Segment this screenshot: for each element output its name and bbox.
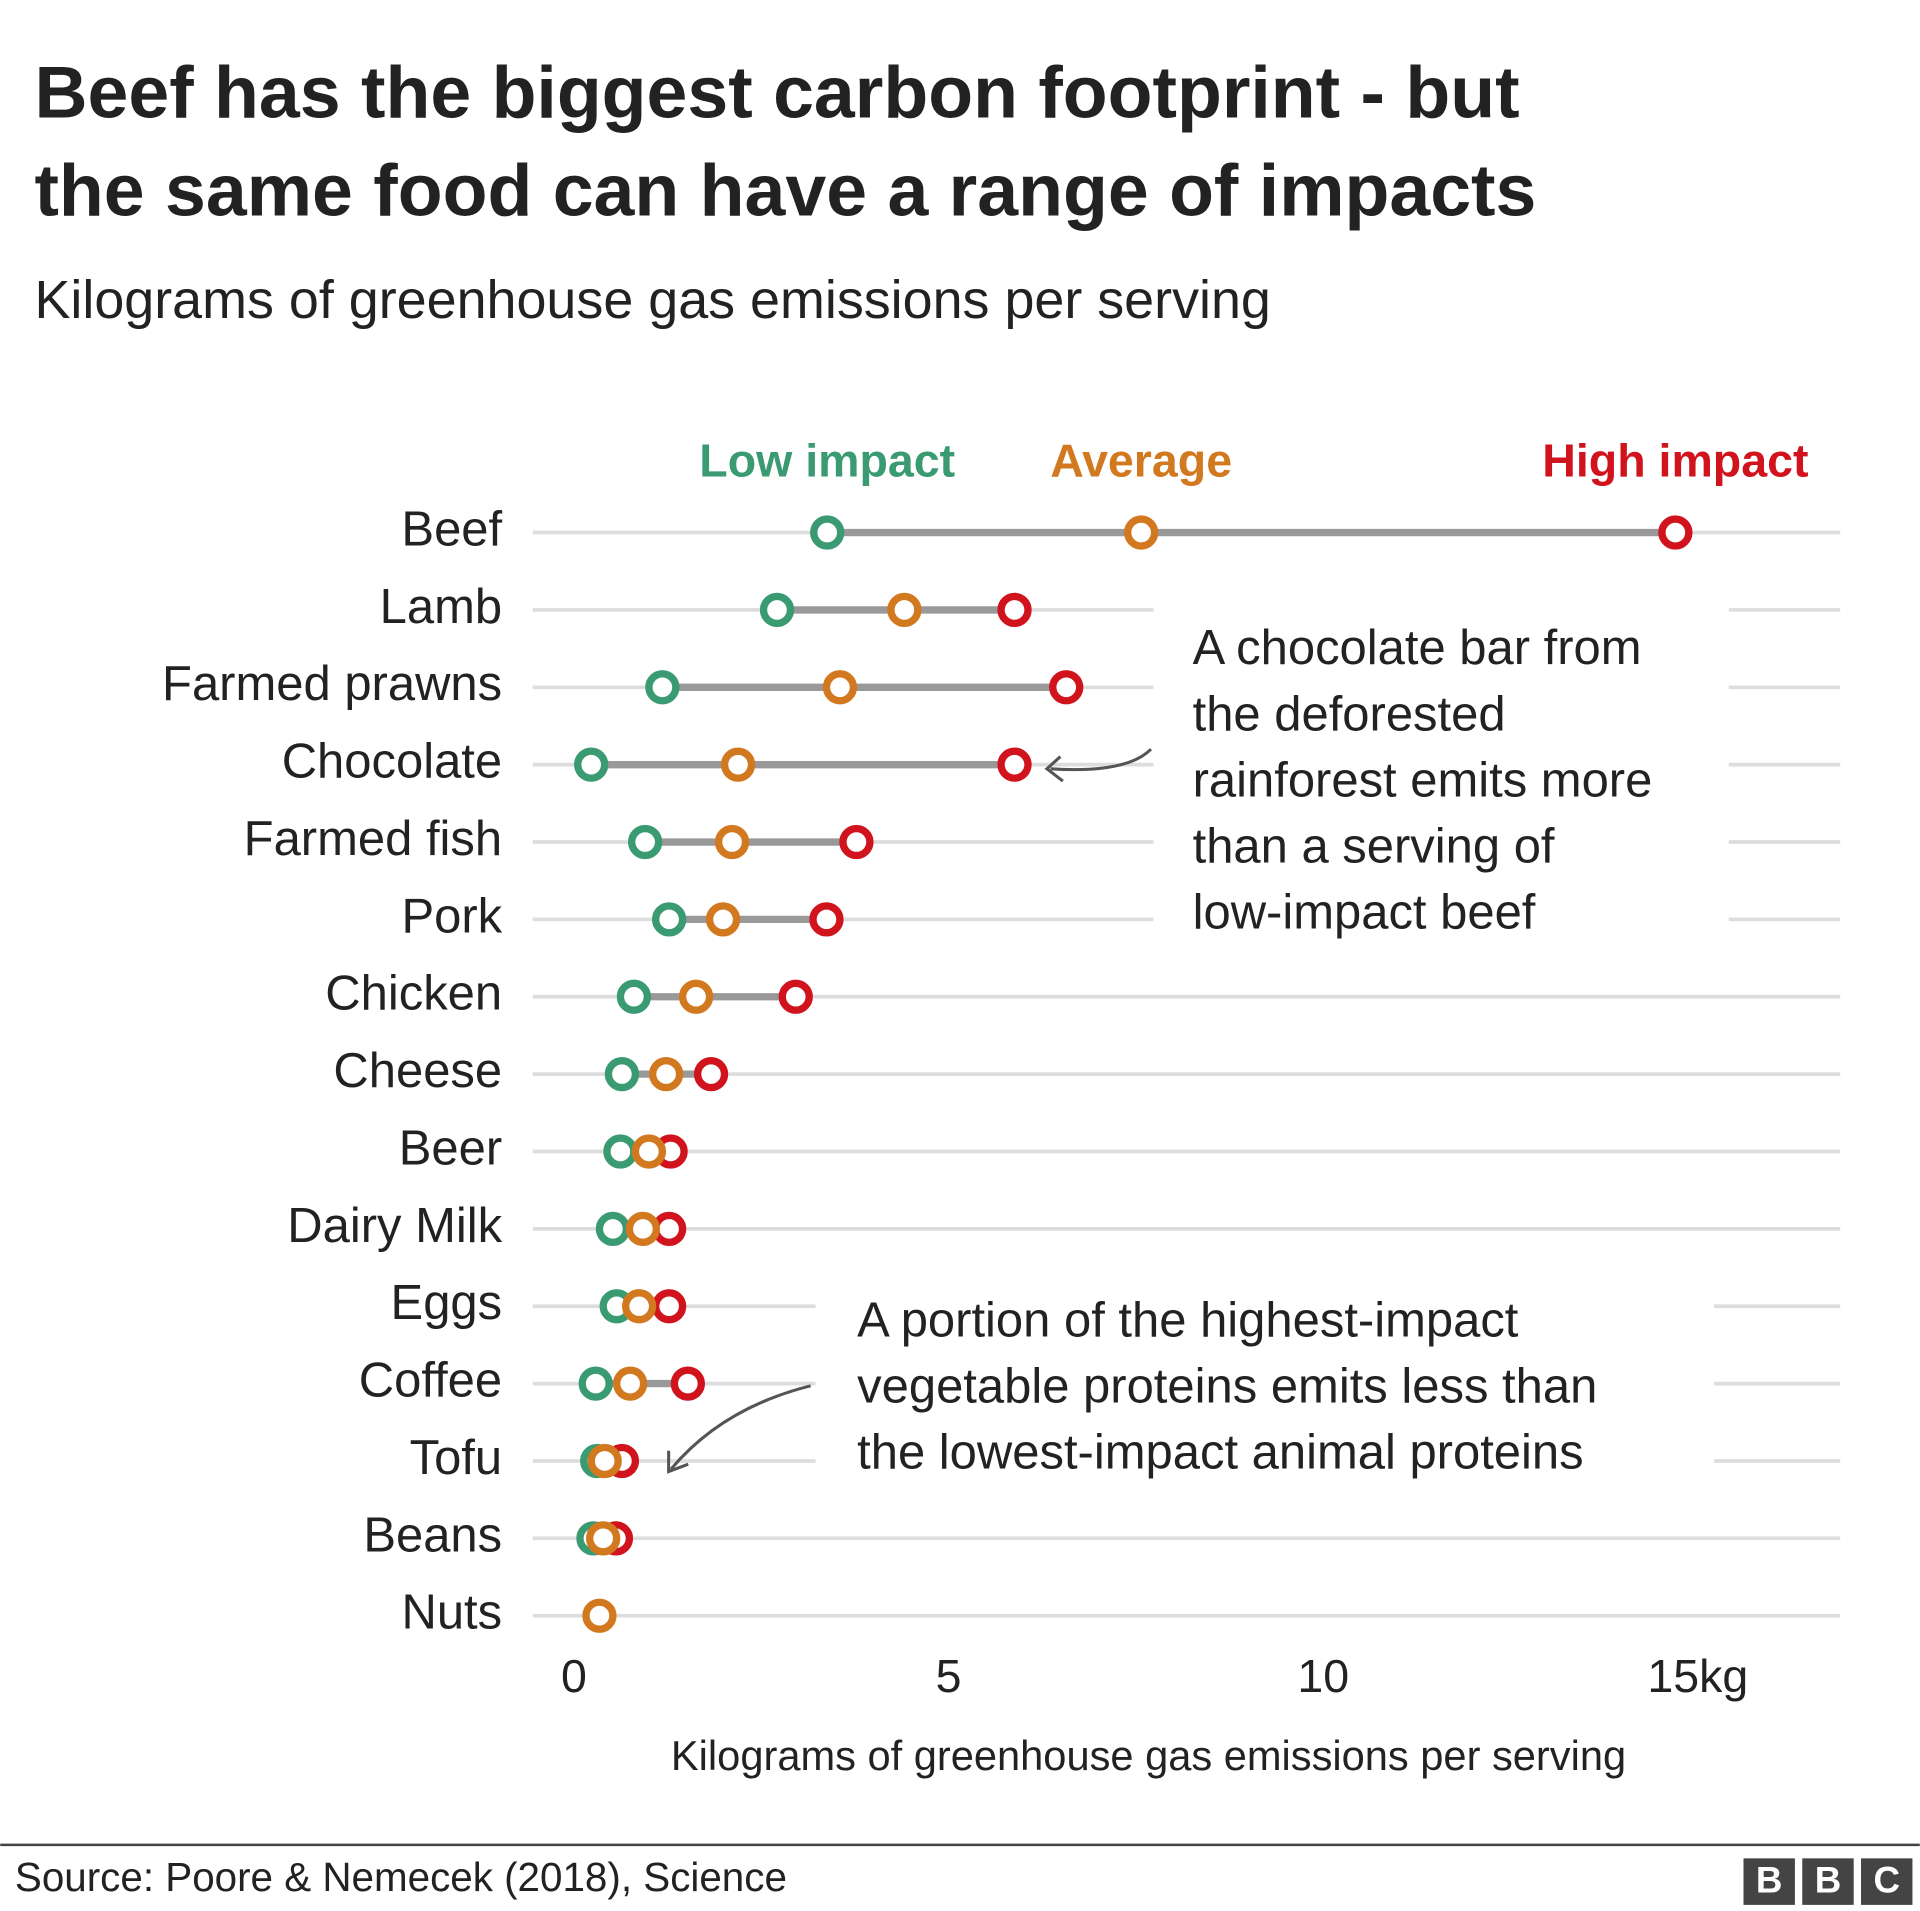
dot [997,592,1032,628]
dot [604,1056,640,1092]
dot [616,979,652,1014]
category-label: Eggs [391,1276,503,1330]
marks [574,515,1693,1633]
legend-label: Low impact [699,434,955,486]
annotation-text: than a serving of [1193,820,1555,874]
dot [720,747,756,782]
x-tick-label: 5 [936,1650,962,1702]
logo-box [1743,1858,1795,1905]
dot [625,1211,661,1247]
x-axis-label: Kilograms of greenhouse gas emissions pe… [671,1732,1626,1779]
title-line: the same food can have a range of impact… [34,149,1536,231]
dot [1049,670,1084,705]
annotation-text: the lowest-impact animal proteins [857,1426,1583,1480]
category-label: Lamb [380,580,502,634]
dot [578,1366,613,1401]
category-label: Chocolate [282,735,502,789]
logo-letter: B [1815,1860,1842,1901]
annotation-text: vegetable proteins emits less than [857,1359,1597,1413]
dot [645,670,680,705]
annotation-text: low-impact beef [1193,886,1536,940]
dot [586,1521,621,1556]
category-label: Dairy Milk [287,1199,502,1253]
title-line: Beef has the biggest carbon footprint - … [34,51,1519,133]
annotation-backdrop [815,1273,1715,1494]
dot [651,1289,687,1324]
logo-box [1861,1858,1913,1905]
category-label: Beef [401,502,502,556]
dot [648,1056,684,1092]
annotation-arrow [669,1384,812,1471]
dot [810,515,845,550]
annotation-backdrop [1153,575,1729,943]
dot [678,979,714,1014]
dot [627,824,663,860]
logo-letter: B [1756,1860,1783,1901]
subtitle: Kilograms of greenhouse gas emissions pe… [34,270,1270,330]
annotations: A chocolate bar from the deforested rainfo… [857,621,1652,1479]
category-label: Nuts [401,1586,502,1640]
category-label: Beans [363,1508,502,1562]
annotation-text: A portion of the highest-impact [857,1293,1519,1347]
category-label: Farmed fish [244,812,502,866]
dot [997,747,1032,782]
category-label: Chicken [325,967,502,1021]
category-label: Coffee [359,1354,502,1408]
dot [582,1598,617,1633]
dot [595,1211,631,1247]
source: Source: Poore & Nemecek (2018), Science [15,1854,787,1900]
dot [759,592,795,628]
dot [603,1134,638,1169]
dot [651,902,687,937]
dot [822,670,858,705]
title: Beef has the biggest carbon footprint - … [34,51,1536,231]
x-tick-label: 10 [1297,1650,1349,1702]
dot [670,1366,705,1401]
category-label: Tofu [410,1431,503,1485]
category-label: Beer [399,1121,502,1175]
annotation-text: A chocolate bar from [1193,621,1642,675]
annotation-arrow-head [667,1450,689,1474]
dot [809,902,844,937]
annotation-arrow [1050,748,1153,772]
logo-box [1802,1858,1854,1905]
x-tick-label: 15kg [1647,1650,1748,1702]
dot [613,1366,648,1401]
dot [622,1289,657,1324]
annotation-text: the deforested [1193,687,1506,741]
category-label: Farmed prawns [162,657,502,711]
category-label: Pork [401,889,502,943]
dot [714,824,750,860]
dot [574,747,609,782]
dot [587,1443,622,1479]
annotation-text: rainforest emits more [1193,753,1653,807]
dot [887,592,922,628]
x-tick-label: 0 [561,1650,587,1702]
annotation-arrow-head [1044,755,1064,783]
dot [1124,515,1159,550]
dot [778,979,813,1014]
legend-label: Average [1050,434,1232,486]
dot [839,824,874,860]
category-label: Cheese [333,1044,502,1098]
dot [1658,515,1693,550]
dot [693,1056,729,1092]
dot [705,902,741,937]
dot [631,1134,667,1169]
legend-label: High impact [1542,434,1808,486]
logo-letter: C [1873,1860,1900,1901]
